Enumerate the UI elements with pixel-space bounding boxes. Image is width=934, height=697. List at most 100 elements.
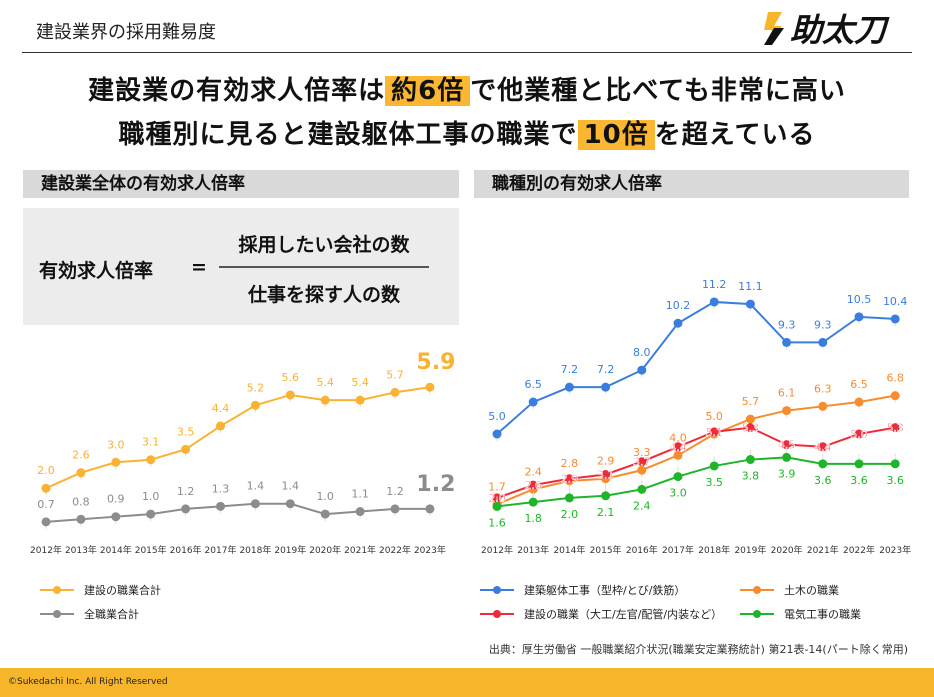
- x-tick-label: 2014年: [553, 544, 585, 556]
- data-label: 2.9: [561, 473, 579, 486]
- data-point: [709, 461, 719, 471]
- data-point: [492, 501, 502, 511]
- topic-title: 建設業界の採用難易度: [36, 22, 216, 43]
- headline-text: 職種別に見ると建設躯体工事の職業で: [118, 120, 578, 150]
- data-label: 1.4: [247, 480, 265, 493]
- data-label: 3.0: [107, 438, 125, 451]
- data-point: [745, 414, 755, 424]
- x-tick-label: 2021年: [807, 544, 839, 556]
- data-label: 1.3: [212, 482, 230, 495]
- data-label: 5.0: [705, 410, 723, 423]
- data-point: [76, 514, 86, 524]
- data-label: 1.7: [488, 480, 506, 493]
- legend-label: 建設の職業（大工/左官/配管/内装など）: [524, 608, 723, 621]
- headline-text: を超えている: [654, 120, 816, 150]
- data-label: 5.4: [351, 376, 369, 389]
- data-point: [637, 365, 647, 375]
- data-point: [818, 337, 828, 347]
- data-label: 8.0: [633, 346, 651, 359]
- data-point: [320, 509, 330, 519]
- legend-item: 電気工事の職業: [740, 606, 861, 622]
- x-tick-label: 2016年: [626, 544, 658, 556]
- data-point: [818, 442, 828, 452]
- data-label: 10.5: [847, 293, 872, 306]
- data-label: 3.7: [633, 456, 651, 469]
- headline-1: 建設業の有効求人倍率は 約6倍 で他業種と比べても非常に高い: [0, 70, 934, 107]
- sukedachi-logo: 助太刀: [764, 11, 890, 48]
- data-label: 2.6: [524, 479, 542, 492]
- data-point: [637, 465, 647, 475]
- data-point: [564, 493, 574, 503]
- data-point: [890, 391, 900, 401]
- data-point: [146, 509, 156, 519]
- data-label: 1.2: [416, 472, 455, 497]
- series-line: [496, 456, 896, 508]
- legend-item: 建築躯体工事（型枠/とび/鉄筋）: [480, 582, 685, 598]
- data-point: [637, 484, 647, 494]
- data-label: 3.9: [778, 467, 796, 480]
- data-point: [601, 382, 611, 392]
- data-point: [76, 468, 86, 478]
- data-point: [673, 318, 683, 328]
- x-tick-label: 2017年: [205, 544, 237, 556]
- data-point: [601, 469, 611, 479]
- data-point: [111, 512, 121, 522]
- section-title-by-job: 職種別の有効求人倍率: [474, 170, 909, 198]
- formula-lhs: 有効求人倍率: [39, 260, 154, 282]
- x-tick-label: 2018年: [698, 544, 730, 556]
- data-point: [890, 314, 900, 324]
- data-label: 5.0: [488, 410, 506, 423]
- formula-box: 有効求人倍率 = 採用したい会社の数 仕事を探す人の数: [23, 208, 459, 325]
- data-label: 5.0: [850, 428, 868, 441]
- data-point: [745, 455, 755, 465]
- x-tick-label: 2022年: [843, 544, 875, 556]
- data-point: [111, 457, 121, 467]
- x-tick-label: 2012年: [481, 544, 513, 556]
- data-label: 0.8: [72, 495, 90, 508]
- data-point: [390, 504, 400, 514]
- data-point: [41, 483, 51, 493]
- data-point: [250, 400, 260, 410]
- formula-denominator: 仕事を探す人の数: [247, 284, 400, 306]
- data-label: 5.9: [416, 350, 455, 375]
- formula-eq: =: [191, 256, 207, 278]
- legend-marker: [40, 610, 74, 618]
- series-line: [496, 394, 896, 506]
- data-label: 2.1: [597, 506, 615, 519]
- data-label: 3.1: [597, 468, 615, 481]
- data-point: [745, 299, 755, 309]
- data-point: [564, 382, 574, 392]
- data-label: 10.2: [666, 299, 691, 312]
- data-point: [673, 442, 683, 452]
- data-label: 1.6: [488, 516, 506, 529]
- data-point: [425, 504, 435, 514]
- legend-item: 建設の職業（大工/左官/配管/内装など）: [480, 606, 722, 622]
- data-point: [854, 429, 864, 439]
- data-point: [355, 507, 365, 517]
- data-point: [601, 491, 611, 501]
- legend-item: 全職業合計: [40, 606, 139, 622]
- x-tick-label: 2020年: [771, 544, 803, 556]
- data-point: [564, 474, 574, 484]
- data-label: 6.3: [814, 382, 832, 395]
- x-tick-label: 2013年: [65, 544, 97, 556]
- x-tick-label: 2017年: [662, 544, 694, 556]
- data-label: 7.2: [561, 363, 579, 376]
- data-label: 5.6: [282, 371, 300, 384]
- headline-2: 職種別に見ると建設躯体工事の職業で 10倍 を超えている: [0, 114, 934, 151]
- data-label: 5.3: [886, 422, 904, 435]
- data-label: 2.8: [561, 457, 579, 470]
- svg-text:助太刀: 助太刀: [790, 11, 890, 48]
- legend-item: 建設の職業合計: [40, 582, 161, 598]
- overall-ratio-chart: 2012年 2013年 2014年 2015年 2016年 2017年 2018年 2019年…: [30, 350, 455, 556]
- legend-marker: [740, 610, 774, 618]
- data-label: 3.3: [633, 446, 651, 459]
- data-label: 11.1: [738, 280, 763, 293]
- legend-marker: [480, 586, 514, 594]
- x-tick-label: 2015年: [590, 544, 622, 556]
- x-tick-label: 2014年: [100, 544, 132, 556]
- data-point: [285, 390, 295, 400]
- data-label: 3.6: [814, 474, 832, 487]
- x-tick-label: 2019年: [734, 544, 766, 556]
- data-label: 1.2: [386, 485, 404, 498]
